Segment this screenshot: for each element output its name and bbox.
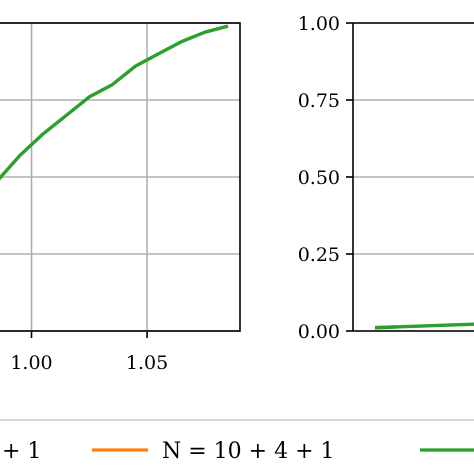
legend-label-orange-series: N = 10 + 4 + 1 xyxy=(162,439,335,464)
left-axes-frame xyxy=(0,22,241,332)
legend: + 1 N = 10 + 4 + 1 xyxy=(0,419,474,474)
left-series-line xyxy=(0,24,229,181)
right-y-tick-label: 1.00 xyxy=(298,13,340,35)
left-x-tick-label: 1.00 xyxy=(10,352,52,374)
right-y-tick-label: 0.00 xyxy=(298,321,340,343)
legend-label-left-series: + 1 xyxy=(2,439,41,464)
right-y-tick-label: 0.50 xyxy=(298,167,340,189)
legend-frame xyxy=(0,419,474,474)
left-plot-panel: 1.00 1.05 xyxy=(0,22,241,374)
right-plot-panel: 0.00 0.25 0.50 0.75 1.00 xyxy=(298,13,474,343)
right-y-tick-label: 0.75 xyxy=(298,90,340,112)
right-series-line xyxy=(374,322,474,330)
right-y-tick-label: 0.25 xyxy=(298,244,340,266)
left-x-tick-label: 1.05 xyxy=(126,352,168,374)
